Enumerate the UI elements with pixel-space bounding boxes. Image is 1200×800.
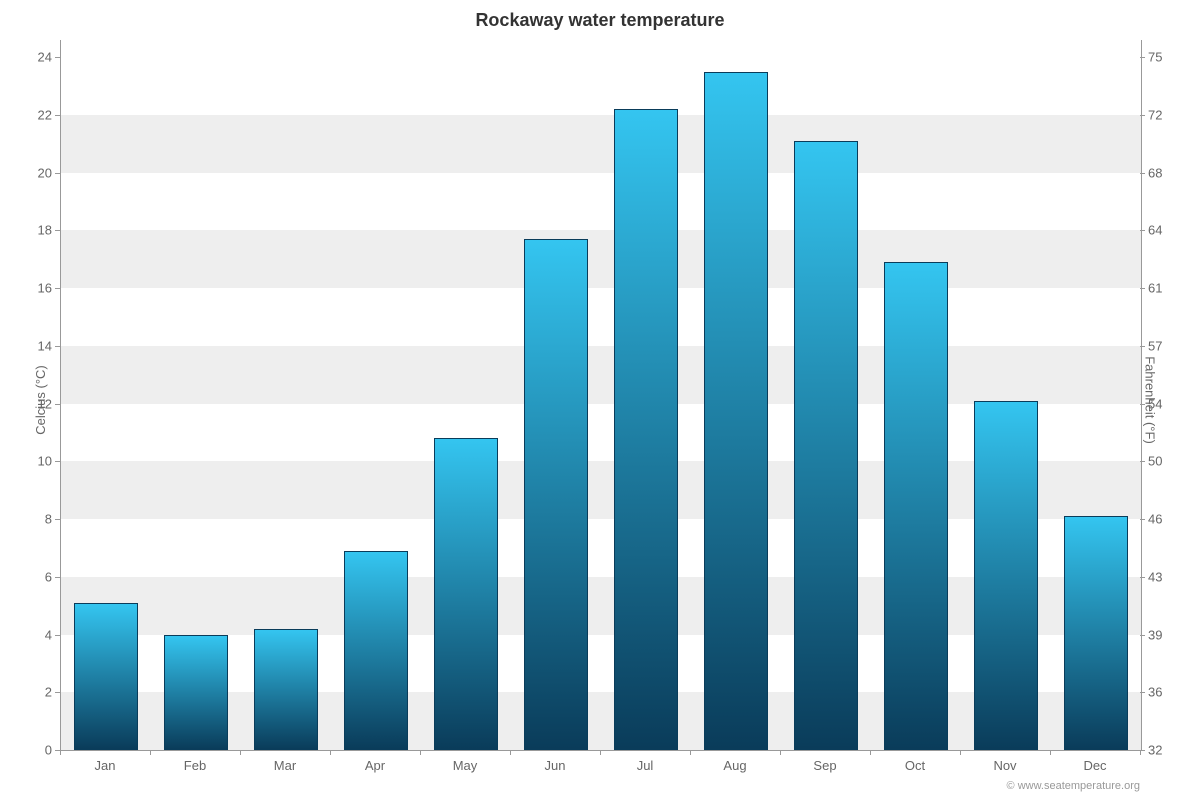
attribution-text: © www.seatemperature.org <box>940 780 1140 792</box>
y-tick-left: 2 <box>20 685 52 700</box>
x-tick: Aug <box>723 758 746 773</box>
tick-mark <box>60 750 61 755</box>
y-tick-right: 61 <box>1148 281 1180 296</box>
bar <box>254 629 319 750</box>
tick-mark <box>55 404 60 405</box>
tick-mark <box>55 635 60 636</box>
tick-mark <box>1140 577 1145 578</box>
plot-area <box>60 40 1142 751</box>
tick-mark <box>240 750 241 755</box>
y-tick-left: 12 <box>20 396 52 411</box>
x-tick: Feb <box>184 758 206 773</box>
y-tick-right: 32 <box>1148 743 1180 758</box>
tick-mark <box>55 346 60 347</box>
tick-mark <box>1140 692 1145 693</box>
tick-mark <box>1140 288 1145 289</box>
tick-mark <box>510 750 511 755</box>
bars-layer <box>61 40 1141 750</box>
bar <box>794 141 859 750</box>
tick-mark <box>55 692 60 693</box>
y-tick-right: 50 <box>1148 454 1180 469</box>
x-tick: Dec <box>1083 758 1106 773</box>
x-tick: Apr <box>365 758 385 773</box>
tick-mark <box>1140 461 1145 462</box>
tick-mark <box>55 173 60 174</box>
y-tick-right: 68 <box>1148 165 1180 180</box>
y-tick-left: 18 <box>20 223 52 238</box>
y-tick-left: 0 <box>20 743 52 758</box>
tick-mark <box>420 750 421 755</box>
y-tick-left: 20 <box>20 165 52 180</box>
x-tick: Jan <box>95 758 116 773</box>
tick-mark <box>1140 173 1145 174</box>
tick-mark <box>55 461 60 462</box>
tick-mark <box>55 577 60 578</box>
bar <box>974 401 1039 750</box>
tick-mark <box>780 750 781 755</box>
tick-mark <box>1140 230 1145 231</box>
y-tick-right: 46 <box>1148 512 1180 527</box>
bar <box>164 635 229 750</box>
y-tick-right: 39 <box>1148 627 1180 642</box>
x-tick: Mar <box>274 758 296 773</box>
x-tick: Oct <box>905 758 925 773</box>
tick-mark <box>1140 635 1145 636</box>
tick-mark <box>870 750 871 755</box>
y-tick-left: 6 <box>20 569 52 584</box>
y-tick-right: 72 <box>1148 108 1180 123</box>
y-tick-left: 24 <box>20 50 52 65</box>
tick-mark <box>1140 750 1141 755</box>
tick-mark <box>55 115 60 116</box>
y-tick-right: 75 <box>1148 50 1180 65</box>
bar <box>704 72 769 750</box>
bar <box>884 262 949 750</box>
tick-mark <box>1140 404 1145 405</box>
chart-title: Rockaway water temperature <box>0 10 1200 31</box>
y-tick-right: 54 <box>1148 396 1180 411</box>
tick-mark <box>150 750 151 755</box>
x-tick: May <box>453 758 478 773</box>
y-tick-right: 64 <box>1148 223 1180 238</box>
tick-mark <box>330 750 331 755</box>
y-tick-right: 57 <box>1148 338 1180 353</box>
bar <box>524 239 589 750</box>
y-tick-left: 4 <box>20 627 52 642</box>
chart-container: Rockaway water temperature Celcius (°C) … <box>0 0 1200 800</box>
y-tick-left: 14 <box>20 338 52 353</box>
bar <box>434 438 499 750</box>
y-tick-right: 43 <box>1148 569 1180 584</box>
tick-mark <box>1050 750 1051 755</box>
tick-mark <box>1140 519 1145 520</box>
bar <box>614 109 679 750</box>
tick-mark <box>690 750 691 755</box>
tick-mark <box>960 750 961 755</box>
tick-mark <box>55 57 60 58</box>
y-tick-left: 22 <box>20 108 52 123</box>
tick-mark <box>1140 115 1145 116</box>
tick-mark <box>600 750 601 755</box>
x-tick: Nov <box>993 758 1016 773</box>
y-tick-left: 8 <box>20 512 52 527</box>
x-tick: Sep <box>813 758 836 773</box>
tick-mark <box>1140 57 1145 58</box>
y-tick-left: 16 <box>20 281 52 296</box>
bar <box>344 551 409 750</box>
tick-mark <box>55 519 60 520</box>
x-tick: Jul <box>637 758 654 773</box>
tick-mark <box>55 288 60 289</box>
bar <box>74 603 139 750</box>
tick-mark <box>1140 346 1145 347</box>
x-tick: Jun <box>545 758 566 773</box>
y-tick-left: 10 <box>20 454 52 469</box>
bar <box>1064 516 1129 750</box>
tick-mark <box>55 230 60 231</box>
y-tick-right: 36 <box>1148 685 1180 700</box>
